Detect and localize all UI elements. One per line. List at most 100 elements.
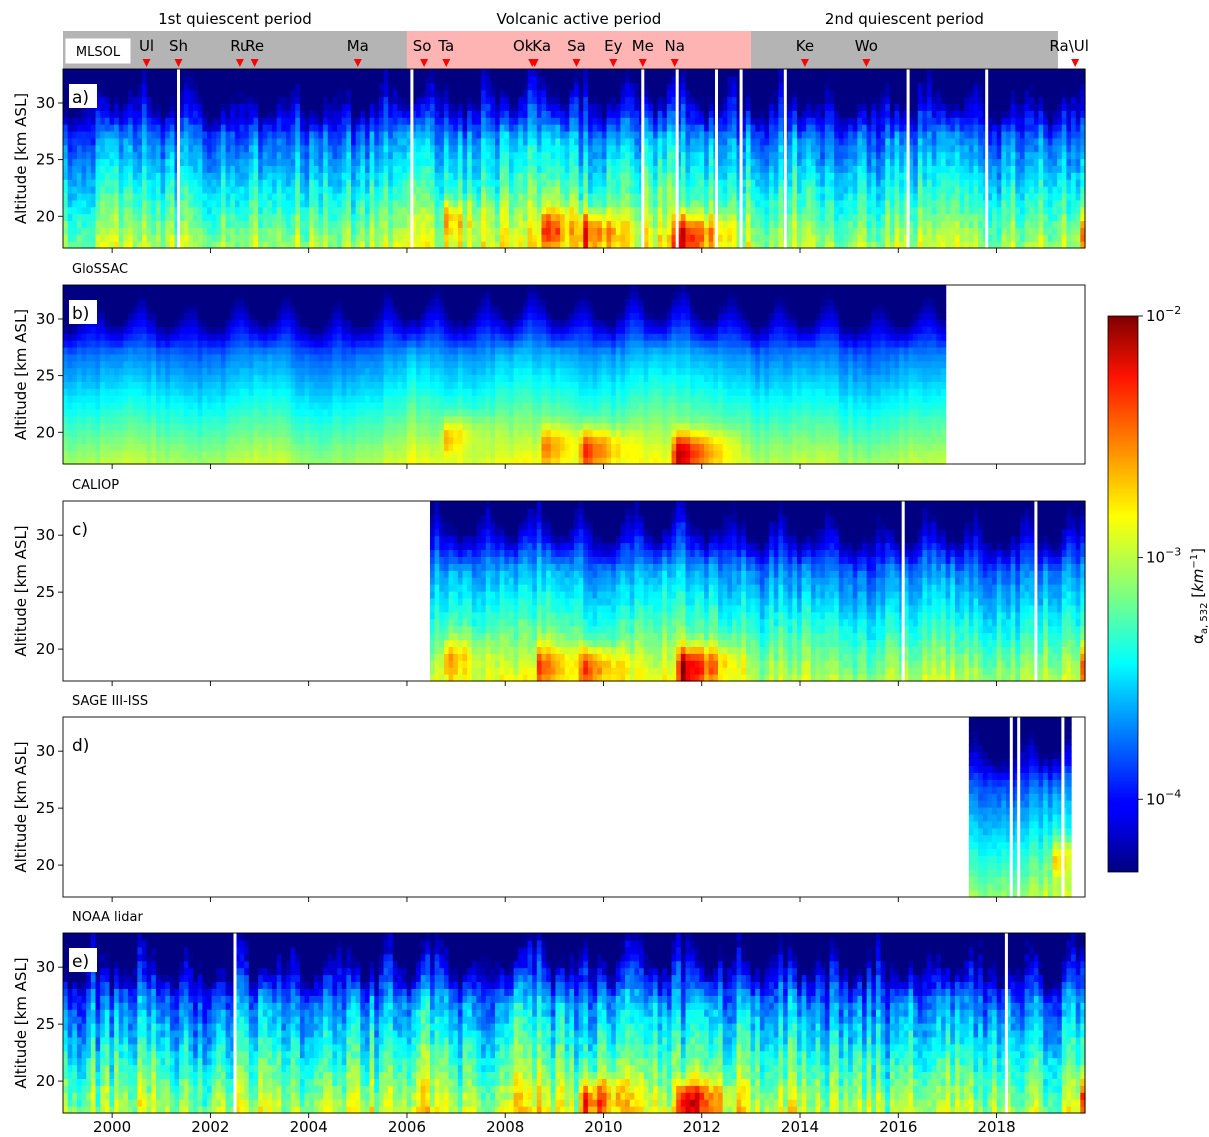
heatmap-cell <box>234 110 241 118</box>
heatmap-cell <box>123 82 129 91</box>
heatmap-cell <box>193 241 199 249</box>
heatmap-cell <box>207 186 213 194</box>
heatmap-cell <box>838 89 845 98</box>
heatmap-cell <box>179 158 185 166</box>
heatmap-cell <box>290 103 296 111</box>
heatmap-cell <box>824 89 831 98</box>
heatmap-cell <box>114 192 120 201</box>
heatmap-cell <box>420 241 426 249</box>
heatmap-cell <box>611 96 617 105</box>
heatmap-cell <box>346 206 352 215</box>
heatmap-cell <box>536 110 543 118</box>
heatmap-cell <box>248 151 255 160</box>
heatmap-cell <box>722 130 728 139</box>
heatmap-cell <box>457 144 464 153</box>
heatmap-cell <box>128 206 134 215</box>
heatmap-cell <box>220 213 227 222</box>
heatmap-cell <box>731 241 738 249</box>
heatmap-cell <box>875 103 882 111</box>
heatmap-cell <box>457 82 464 91</box>
heatmap-cell <box>211 117 217 125</box>
heatmap-cell <box>383 89 389 98</box>
heatmap-cell <box>351 82 357 91</box>
heatmap-cell <box>810 227 817 235</box>
heatmap-cell <box>899 179 905 187</box>
heatmap-cell <box>745 241 752 249</box>
heatmap-cell <box>165 220 171 228</box>
heatmap-cell <box>569 192 575 201</box>
heatmap-cell <box>671 234 677 242</box>
heatmap-cell <box>787 96 793 105</box>
heatmap-cell <box>318 130 324 139</box>
heatmap-cell <box>276 96 282 105</box>
heatmap-cell <box>894 186 900 194</box>
heatmap-cell <box>72 130 78 139</box>
heatmap-cell <box>587 199 594 208</box>
heatmap-cell <box>555 75 561 84</box>
heatmap-cell <box>332 82 338 91</box>
heatmap-cell <box>402 241 408 249</box>
heatmap-cell <box>810 151 817 160</box>
heatmap-cell <box>755 234 761 242</box>
heatmap-cell <box>141 172 148 180</box>
heatmap-cell <box>476 69 482 77</box>
heatmap-cell <box>871 199 877 208</box>
heatmap-cell <box>262 82 268 91</box>
heatmap-cell <box>471 234 478 242</box>
heatmap-cell <box>364 151 371 160</box>
heatmap-cell <box>346 82 352 91</box>
heatmap-cell <box>685 227 691 235</box>
heatmap-cell <box>601 124 608 132</box>
heatmap-cell <box>123 179 129 187</box>
heatmap-cell <box>857 234 863 242</box>
heatmap-cell <box>936 110 942 118</box>
heatmap-cell <box>211 82 217 91</box>
heatmap-cell <box>908 165 914 173</box>
heatmap-cell <box>262 158 268 166</box>
heatmap-cell <box>285 199 292 208</box>
heatmap-cell <box>560 144 566 153</box>
heatmap-cell <box>402 172 408 180</box>
heatmap-cell <box>253 206 259 215</box>
heatmap-cell <box>443 213 450 222</box>
heatmap-cell <box>652 206 659 215</box>
heatmap-cell <box>615 137 622 146</box>
heatmap-cell <box>183 165 190 173</box>
heatmap-cell <box>704 220 710 228</box>
heatmap-cell <box>485 117 491 125</box>
heatmap-cell <box>114 234 120 242</box>
heatmap-cell <box>225 158 231 166</box>
heatmap-cell <box>67 179 73 187</box>
heatmap-cell <box>722 144 728 153</box>
heatmap-cell <box>132 172 138 180</box>
heatmap-cell <box>699 89 705 98</box>
heatmap-cell <box>936 227 942 235</box>
heatmap-cell <box>90 192 97 201</box>
heatmap-cell <box>114 117 120 125</box>
heatmap-cell <box>578 165 584 173</box>
heatmap-cell <box>824 199 831 208</box>
heatmap-cell <box>652 192 659 201</box>
heatmap-cell <box>76 130 83 139</box>
heatmap-cell <box>940 124 947 132</box>
heatmap-cell <box>155 137 162 146</box>
heatmap-cell <box>745 172 752 180</box>
heatmap-cell <box>615 158 622 166</box>
heatmap-cell <box>862 234 868 242</box>
heatmap-cell <box>936 165 942 173</box>
heatmap-cell <box>258 158 264 166</box>
heatmap-cell <box>718 82 724 91</box>
heatmap-cell <box>397 75 403 84</box>
heatmap-cell <box>323 137 329 146</box>
heatmap-cell <box>453 192 459 201</box>
heatmap-cell <box>722 206 728 215</box>
heatmap-cell <box>220 130 227 139</box>
heatmap-cell <box>908 206 914 215</box>
heatmap-cell <box>606 227 612 235</box>
heatmap-cell <box>671 213 677 222</box>
heatmap-cell <box>383 82 389 91</box>
heatmap-cell <box>467 144 473 153</box>
heatmap-cell <box>67 151 73 160</box>
heatmap-cell <box>295 103 301 111</box>
heatmap-cell <box>532 234 538 242</box>
